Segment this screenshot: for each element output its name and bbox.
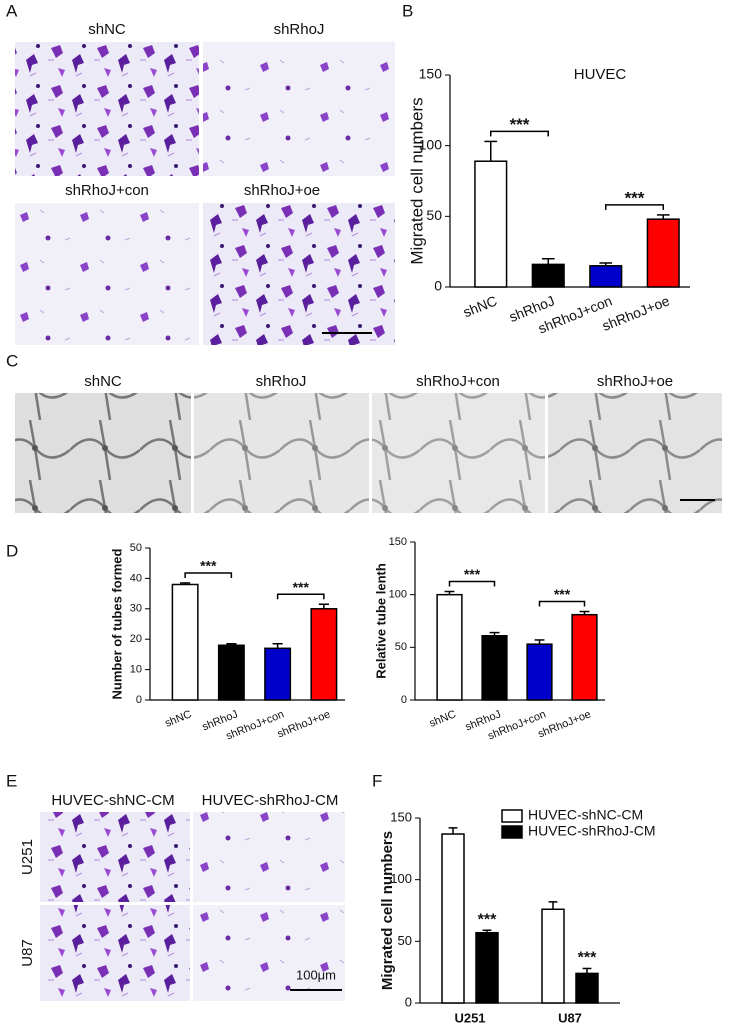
image-label: HUVEC-shRhoJ-CM: [202, 792, 339, 809]
image-label: shRhoJ+con: [65, 182, 149, 199]
bar: [526, 643, 553, 701]
panel-label: C: [6, 351, 18, 370]
panel-label: B: [402, 1, 413, 20]
x-tick-label: U251: [454, 1010, 485, 1025]
image-label: HUVEC-shNC-CM: [51, 792, 174, 809]
y-tick-label: 50: [130, 542, 142, 554]
bar: [475, 931, 499, 1004]
bar: [264, 647, 292, 701]
y-tick-label: 100: [389, 589, 407, 601]
y-tick-label: 0: [405, 994, 412, 1009]
significance-label: ***: [200, 558, 217, 574]
significance-label: ***: [478, 911, 497, 928]
y-tick-label: 150: [389, 536, 407, 548]
micrograph: [203, 203, 395, 345]
y-tick-label: 100: [419, 136, 443, 152]
image-label: shRhoJ: [256, 373, 307, 390]
x-tick-label: shRhoJ+oe: [276, 708, 332, 740]
bar: [589, 265, 623, 288]
bar: [481, 634, 508, 701]
y-tick-label: 0: [136, 694, 142, 706]
bar: [310, 608, 338, 701]
y-axis-label: Number of tubes formed: [109, 548, 124, 699]
legend-swatch: [501, 809, 523, 823]
y-tick-label: 100: [390, 871, 412, 886]
y-tick-label: 20: [130, 633, 142, 645]
bar: [436, 593, 463, 701]
panel-label: F: [372, 771, 382, 790]
micrograph: [193, 812, 345, 902]
bar: [171, 583, 199, 701]
micrograph: [15, 393, 191, 513]
micrograph: [193, 905, 345, 1001]
legend-label: HUVEC-shNC-CM: [528, 807, 643, 823]
bar: [646, 218, 680, 288]
significance-bracket: [276, 593, 325, 600]
significance-bracket: [605, 204, 664, 210]
y-tick-label: 30: [130, 603, 142, 615]
micrograph: [15, 203, 199, 345]
micrograph: [40, 812, 190, 902]
image-label: shNC: [84, 373, 122, 390]
significance-bracket: [490, 130, 549, 137]
significance-label: ***: [578, 950, 597, 967]
significance-label: ***: [510, 115, 530, 134]
panel-label: E: [6, 771, 17, 790]
bar: [575, 972, 599, 1004]
significance-bracket: [448, 580, 496, 587]
bar: [571, 613, 598, 701]
bar: [441, 833, 465, 1004]
significance-label: ***: [554, 586, 571, 602]
micrograph: [194, 393, 369, 513]
bar: [217, 644, 245, 701]
y-tick-label: 10: [130, 664, 142, 676]
micrograph: [548, 393, 722, 513]
image-label: shRhoJ: [274, 21, 325, 38]
micrograph: [40, 905, 190, 1001]
x-tick-label: shNC: [428, 708, 458, 729]
micrograph: [203, 42, 395, 176]
image-label: U251: [19, 839, 36, 875]
legend-swatch: [501, 825, 523, 839]
significance-label: ***: [464, 566, 481, 582]
x-tick-label: shNC: [163, 708, 193, 729]
y-tick-label: 50: [395, 641, 407, 653]
y-tick-label: 40: [130, 572, 142, 584]
significance-bracket: [538, 600, 586, 607]
y-tick-label: 50: [398, 933, 412, 948]
y-axis-label: Relative tube lenth: [373, 563, 388, 679]
image-label: shRhoJ+oe: [597, 373, 673, 390]
significance-bracket: [184, 572, 233, 578]
x-tick-label: U87: [558, 1010, 582, 1025]
image-label: shNC: [88, 21, 126, 38]
y-tick-label: 50: [426, 207, 442, 223]
y-tick-label: 150: [419, 66, 443, 82]
micrograph: [372, 393, 545, 513]
bar: [474, 160, 508, 288]
panel-label: A: [6, 1, 18, 20]
legend-label: HUVEC-shRhoJ-CM: [528, 823, 656, 839]
image-label: shRhoJ+con: [416, 373, 500, 390]
bar: [531, 263, 565, 288]
image-label: U87: [19, 939, 36, 967]
image-label: shRhoJ+oe: [244, 182, 320, 199]
y-tick-label: 0: [434, 278, 442, 294]
y-axis-label: Migrated cell numbers: [379, 831, 396, 990]
y-tick-label: 150: [390, 809, 412, 824]
panel-label: D: [6, 541, 18, 560]
micrograph: [15, 42, 199, 176]
y-axis-label: Migrated cell numbers: [407, 97, 426, 264]
significance-label: ***: [293, 579, 310, 595]
chart-annotation: HUVEC: [574, 66, 627, 83]
bar: [541, 908, 565, 1004]
x-tick-label: shNC: [461, 292, 499, 320]
y-tick-label: 0: [401, 694, 407, 706]
significance-label: ***: [625, 188, 645, 207]
scale-label: 100μm: [296, 967, 336, 982]
